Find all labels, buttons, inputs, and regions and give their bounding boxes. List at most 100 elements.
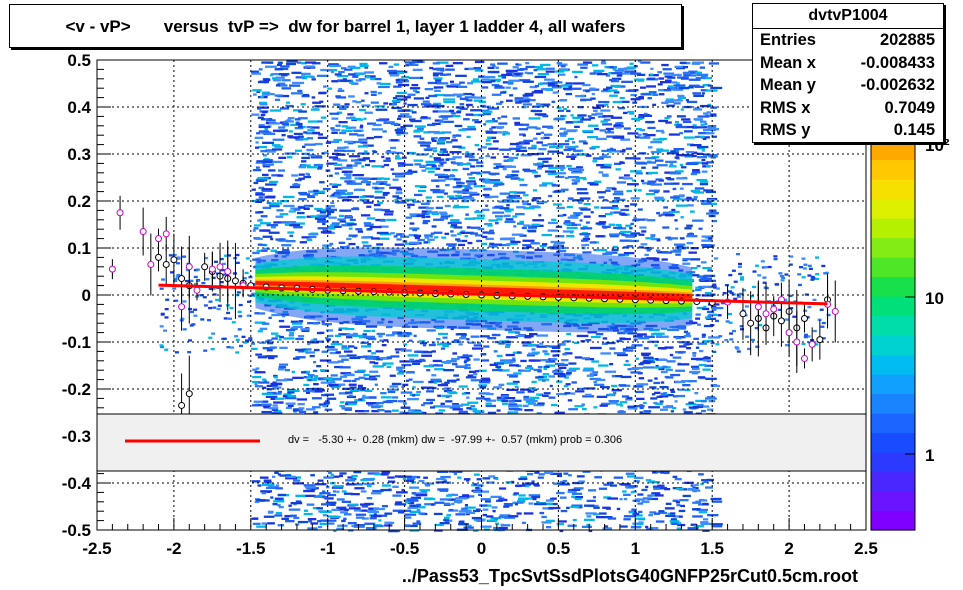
stats-value: 0.145 bbox=[893, 121, 935, 139]
palette-swatch bbox=[871, 432, 915, 453]
stats-label: Entries bbox=[760, 31, 816, 49]
x-tick-label: 0 bbox=[477, 539, 486, 558]
profile-point-black bbox=[178, 275, 186, 283]
x-tick-label: 0.5 bbox=[547, 539, 571, 558]
profile-point-black bbox=[800, 315, 808, 322]
profile-point-magenta bbox=[793, 338, 801, 346]
y-tick-label: -0.4 bbox=[62, 474, 92, 493]
profile-point-magenta bbox=[193, 286, 201, 294]
palette-swatch bbox=[871, 198, 915, 219]
y-tick-label: 0.1 bbox=[67, 239, 91, 258]
palette-swatch bbox=[871, 257, 915, 278]
x-tick-label: 2 bbox=[784, 539, 793, 558]
stats-row-entries: Entries 202885 bbox=[753, 29, 943, 52]
stats-label: Mean x bbox=[760, 53, 816, 72]
profile-point-magenta bbox=[762, 310, 770, 318]
stats-value: -0.008433 bbox=[860, 53, 935, 72]
profile-point-magenta bbox=[224, 268, 232, 275]
palette-swatch bbox=[871, 510, 915, 531]
palette-swatch bbox=[871, 179, 915, 200]
axes: -2.5 -2 -1.5 -1 -0.5 0 0.5 1 1.5 2 2.5 -0.5 -0.4 -0.3… bbox=[62, 51, 878, 558]
profile-point-magenta bbox=[162, 230, 170, 238]
profile-point-magenta bbox=[147, 260, 155, 268]
profile-point-magenta bbox=[785, 329, 793, 337]
stats-label: RMS x bbox=[760, 98, 811, 117]
x-tick-label: -2 bbox=[166, 539, 181, 558]
x-tick-label: -1 bbox=[320, 539, 335, 558]
stats-value: -0.002632 bbox=[860, 76, 935, 94]
heatmap-band bbox=[255, 247, 693, 333]
palette-swatch bbox=[871, 237, 915, 258]
profile-point-magenta bbox=[808, 340, 816, 348]
y-tick-label: 0.3 bbox=[67, 145, 91, 164]
stats-row-mean-y: Mean y -0.002632 bbox=[753, 74, 943, 97]
y-tick-label: -0.5 bbox=[62, 521, 91, 540]
x-tick-label: 2.5 bbox=[854, 539, 878, 558]
profile-point-magenta bbox=[216, 263, 224, 271]
profile-point-magenta bbox=[185, 263, 193, 271]
fit-legend-box bbox=[96, 413, 867, 472]
profile-point-black bbox=[178, 401, 186, 409]
profile-point-black bbox=[185, 390, 193, 398]
profile-point-black bbox=[777, 317, 785, 325]
palette-swatch bbox=[871, 374, 915, 395]
x-tick-label: 1 bbox=[631, 539, 640, 558]
y-tick-label: -0.1 bbox=[62, 333, 91, 352]
profile-point-magenta bbox=[108, 265, 116, 273]
profile-point-black bbox=[162, 260, 170, 268]
y-tick-label: -0.2 bbox=[62, 380, 91, 399]
palette-swatch bbox=[871, 491, 915, 512]
stats-box: dvtvP1004 Entries 202885 Mean x -0.00843… bbox=[752, 3, 944, 143]
palette-swatch bbox=[871, 276, 915, 297]
profile-point-black bbox=[739, 310, 747, 318]
palette-swatch bbox=[871, 296, 915, 317]
palette-tick-label: 1 bbox=[925, 446, 934, 465]
stats-label: RMS y bbox=[760, 121, 811, 139]
profile-point-magenta bbox=[139, 228, 147, 236]
palette-swatch bbox=[871, 140, 915, 161]
palette-swatch bbox=[871, 452, 915, 473]
fit-line bbox=[158, 283, 828, 306]
palette-swatch bbox=[871, 315, 915, 336]
x-tick-label: -0.5 bbox=[390, 539, 419, 558]
y-tick-label: 0.2 bbox=[67, 192, 91, 211]
profile-point-magenta bbox=[800, 354, 808, 362]
profile-point-magenta bbox=[831, 307, 839, 315]
palette-swatch bbox=[871, 159, 915, 180]
plot-title-box: <v - vP> versus tvP => dw for barrel 1, … bbox=[9, 4, 682, 48]
y-tick-label: 0.5 bbox=[67, 51, 91, 70]
stats-histogram-name: dvtvP1004 bbox=[753, 4, 943, 29]
profile-point-black bbox=[170, 256, 178, 264]
x-axis-title: ../Pass53_TpcSvtSsdPlotsG40GNFP25rCut0.5… bbox=[401, 566, 858, 586]
stats-row-mean-x: Mean x -0.008433 bbox=[753, 52, 943, 75]
palette-swatch bbox=[871, 413, 915, 434]
profile-point-black bbox=[816, 336, 824, 344]
stats-value: 202885 bbox=[879, 31, 935, 49]
palette-swatch bbox=[871, 354, 915, 375]
profile-point-black bbox=[155, 253, 163, 261]
profile-point-black bbox=[231, 277, 239, 285]
x-tick-label: -1.5 bbox=[236, 539, 265, 558]
fit-legend-text: dv = -5.30 +- 0.28 (mkm) dw = -97.99 +- … bbox=[288, 434, 623, 446]
profile-point-black bbox=[747, 319, 755, 327]
profile-point-magenta bbox=[754, 303, 762, 311]
stats-label: Mean y bbox=[760, 76, 816, 94]
stats-value: 0.7049 bbox=[884, 98, 935, 117]
profile-point-magenta bbox=[116, 209, 124, 217]
stats-row-rms-x: RMS x 0.7049 bbox=[753, 97, 943, 120]
profile-point-magenta bbox=[208, 265, 216, 273]
palette-tick-label: 10 bbox=[925, 289, 944, 308]
palette-swatch bbox=[871, 471, 915, 492]
palette-swatch bbox=[871, 335, 915, 356]
profile-point-magenta bbox=[155, 235, 163, 243]
palette-swatch bbox=[871, 218, 915, 239]
x-tick-label: -2.5 bbox=[82, 539, 111, 558]
y-tick-label: 0.4 bbox=[67, 98, 91, 117]
palette-swatch bbox=[871, 393, 915, 414]
plot-title: <v - vP> versus tvP => dw for barrel 1, … bbox=[65, 17, 626, 36]
x-tick-label: 1.5 bbox=[700, 539, 724, 558]
y-tick-label: -0.3 bbox=[62, 427, 91, 446]
profile-point-magenta bbox=[770, 305, 778, 313]
